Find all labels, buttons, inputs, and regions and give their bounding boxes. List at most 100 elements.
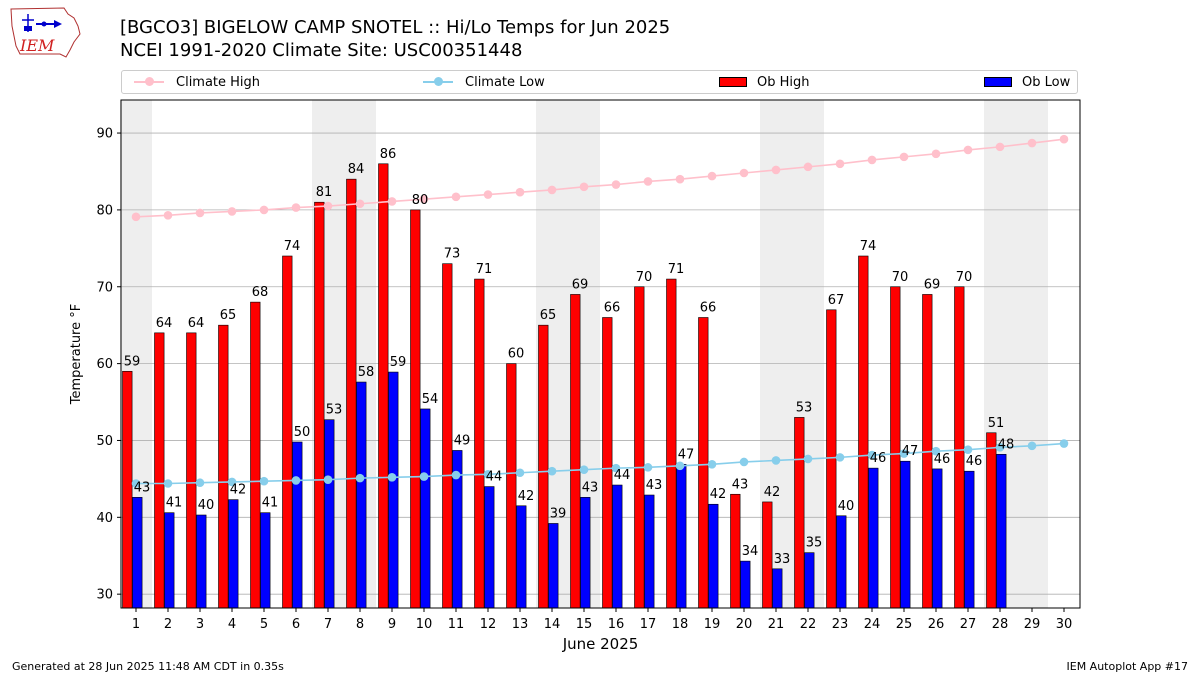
climate-low-point — [323, 475, 333, 484]
x-tick-label: 18 — [672, 617, 689, 632]
climate-low-point — [195, 478, 205, 488]
plot-frame — [120, 99, 1081, 609]
climate-high-point — [771, 165, 781, 175]
chart-subtitle: NCEI 1991-2020 Climate Site: USC00351448 — [120, 40, 523, 61]
ob-low-bar — [996, 453, 1007, 609]
ob-high-bar — [154, 332, 165, 609]
ob-high-bar — [634, 286, 645, 609]
ob-low-label: 41 — [262, 496, 279, 511]
x-tick-label: 8 — [356, 617, 364, 632]
ob-low-label: 47 — [678, 447, 695, 462]
ob-high-bar — [602, 317, 613, 609]
ob-high-label: 42 — [764, 485, 781, 500]
ob-low-label: 42 — [230, 483, 247, 498]
ob-low-bar — [356, 381, 367, 609]
ob-high-label: 51 — [988, 416, 1005, 431]
x-tick-label: 25 — [896, 617, 913, 632]
climate-low-point — [1059, 439, 1069, 448]
climate-high-point — [1059, 134, 1069, 144]
climate-high-point — [675, 174, 685, 184]
x-tick-label: 24 — [864, 617, 881, 632]
ob-high-label: 73 — [444, 247, 461, 262]
ob-low-bar — [228, 499, 239, 609]
ob-low-bar — [516, 505, 527, 609]
ob-high-bar — [730, 493, 741, 609]
ob-low-bar — [932, 468, 943, 609]
climate-low-point — [579, 465, 589, 474]
ob-low-bar — [868, 467, 879, 609]
ob-low-label: 59 — [390, 355, 407, 370]
ob-low-bar — [420, 408, 431, 609]
ob-low-bar — [772, 568, 783, 609]
climate-low-point — [739, 457, 749, 467]
y-tick-label: 30 — [96, 588, 113, 603]
climate-low-point — [163, 479, 173, 488]
legend-climate-high-label: Climate High — [176, 74, 261, 90]
ob-low-bar — [964, 470, 975, 609]
y-tick-label: 70 — [96, 280, 113, 295]
ob-low-label: 46 — [966, 454, 983, 469]
ob-high-label: 66 — [700, 300, 717, 315]
ob-high-label: 74 — [284, 239, 301, 254]
weather-station-icon — [22, 14, 62, 32]
x-tick-label: 1 — [132, 617, 140, 632]
climate-high-point — [963, 145, 973, 155]
climate-low-point — [1027, 441, 1037, 451]
climate-high-point — [291, 203, 301, 212]
x-tick-label: 29 — [1024, 617, 1041, 632]
generated-timestamp: Generated at 28 Jun 2025 11:48 AM CDT in… — [12, 660, 284, 673]
climate-low-point — [131, 479, 141, 488]
ob-low-bar — [164, 512, 175, 609]
ob-low-bar — [740, 560, 751, 609]
ob-high-bar — [218, 324, 229, 609]
x-tick-label: 12 — [480, 617, 497, 632]
ob-high-bar — [186, 332, 197, 609]
x-tick-label: 21 — [768, 617, 785, 632]
climate-high-point — [739, 168, 749, 178]
legend-climate-high: Climate High — [134, 71, 260, 93]
ob-high-bar — [986, 432, 997, 609]
x-tick-label: 30 — [1056, 617, 1073, 632]
x-axis-label: June 2025 — [562, 635, 639, 653]
climate-low-point — [867, 450, 877, 460]
ob-high-label: 80 — [412, 193, 429, 208]
ob-high-swatch — [719, 77, 747, 87]
legend-climate-low: Climate Low — [423, 71, 545, 93]
ob-low-label: 53 — [326, 403, 343, 418]
ob-high-bar — [314, 201, 325, 609]
y-tick-label: 80 — [96, 203, 113, 218]
climate-low-point — [931, 446, 941, 456]
ob-high-label: 70 — [956, 270, 973, 285]
ob-high-label: 64 — [156, 316, 173, 331]
ob-low-label: 47 — [902, 444, 919, 459]
x-tick-label: 10 — [416, 617, 433, 632]
climate-low-swatch — [423, 77, 453, 86]
legend-climate-low-label: Climate Low — [465, 74, 545, 90]
climate-high-point — [451, 192, 461, 202]
climate-high-point — [835, 159, 845, 169]
ob-high-bar — [826, 309, 837, 609]
ob-low-label: 40 — [838, 499, 855, 514]
climate-high-point — [579, 182, 589, 192]
ob-low-label: 42 — [710, 487, 727, 502]
ob-high-bar — [250, 301, 261, 609]
ob-low-swatch — [984, 77, 1012, 87]
climate-low-point — [227, 477, 237, 487]
x-tick-label: 5 — [260, 617, 268, 632]
ob-high-label: 68 — [252, 285, 269, 300]
climate-low-point — [707, 459, 717, 469]
climate-high-point — [323, 201, 333, 211]
climate-high-point — [387, 197, 397, 206]
legend-ob-high: Ob High — [719, 71, 810, 93]
ob-high-bar — [794, 417, 805, 609]
ob-high-label: 53 — [796, 400, 813, 415]
climate-low-point — [675, 461, 685, 471]
ob-high-bar — [474, 278, 485, 609]
climate-high-point — [867, 155, 877, 165]
climate-high-point — [515, 187, 525, 197]
ob-low-bar — [612, 484, 623, 609]
ob-high-label: 74 — [860, 239, 877, 254]
climate-high-point — [1027, 138, 1037, 148]
ob-high-bar — [858, 255, 869, 609]
x-tick-label: 20 — [736, 617, 753, 632]
